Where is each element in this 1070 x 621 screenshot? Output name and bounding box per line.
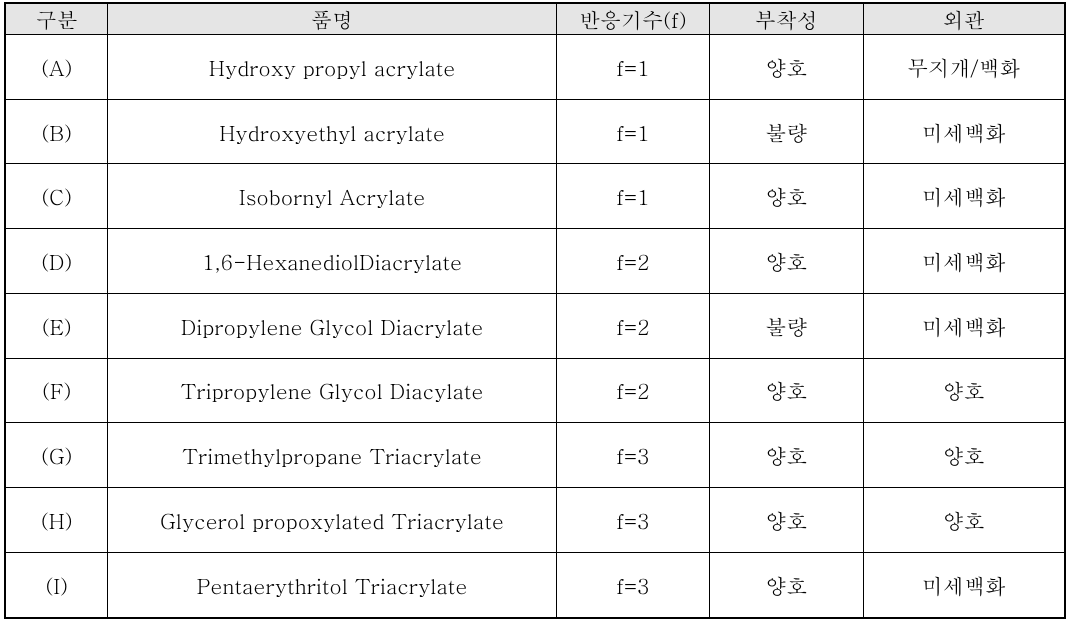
table-row: (B) Hydroxyethyl acrylate f=1 불량 미세백화 [5,99,1065,164]
cell: 불량 [710,99,863,164]
cell: (C) [5,164,108,229]
cell: 미세백화 [863,552,1065,618]
cell: 미세백화 [863,164,1065,229]
cell: 양호 [863,487,1065,552]
cell: 미세백화 [863,229,1065,294]
cell: Dipropylene Glycol Diacrylate [108,293,556,358]
table-row: (C) Isobornyl Acrylate f=1 양호 미세백화 [5,164,1065,229]
cell: 양호 [710,358,863,423]
cell: (D) [5,229,108,294]
cell: 양호 [710,35,863,100]
table-row: (E) Dipropylene Glycol Diacrylate f=2 불량… [5,293,1065,358]
cell: f=2 [556,358,709,423]
cell: (E) [5,293,108,358]
cell: 무지개/백화 [863,35,1065,100]
cell: Hydroxyethyl acrylate [108,99,556,164]
cell: (B) [5,99,108,164]
cell: 불량 [710,293,863,358]
cell: Isobornyl Acrylate [108,164,556,229]
cell: 양호 [710,487,863,552]
cell: 양호 [710,552,863,618]
table-header-row: 구분 품명 반응기수(f) 부착성 외관 [5,3,1065,35]
cell: (H) [5,487,108,552]
cell: Tripropylene Glycol Diacylate [108,358,556,423]
cell: Hydroxy propyl acrylate [108,35,556,100]
cell: 양호 [710,423,863,488]
col-header: 반응기수(f) [556,3,709,35]
cell: 양호 [863,358,1065,423]
cell: Glycerol propoxylated Triacrylate [108,487,556,552]
table-container: 구분 품명 반응기수(f) 부착성 외관 (A) Hydroxy propyl … [0,0,1070,621]
cell: f=1 [556,164,709,229]
cell: Pentaerythritol Triacrylate [108,552,556,618]
table-row: (H) Glycerol propoxylated Triacrylate f=… [5,487,1065,552]
cell: 1,6-HexanediolDiacrylate [108,229,556,294]
col-header: 품명 [108,3,556,35]
cell: (I) [5,552,108,618]
cell: f=1 [556,35,709,100]
table-row: (I) Pentaerythritol Triacrylate f=3 양호 미… [5,552,1065,618]
table-row: (D) 1,6-HexanediolDiacrylate f=2 양호 미세백화 [5,229,1065,294]
data-table: 구분 품명 반응기수(f) 부착성 외관 (A) Hydroxy propyl … [4,2,1066,619]
col-header: 외관 [863,3,1065,35]
cell: (A) [5,35,108,100]
cell: 양호 [863,423,1065,488]
cell: 양호 [710,229,863,294]
cell: 양호 [710,164,863,229]
cell: f=3 [556,552,709,618]
cell: f=2 [556,293,709,358]
table-row: (G) Trimethylpropane Triacrylate f=3 양호 … [5,423,1065,488]
cell: f=2 [556,229,709,294]
cell: f=3 [556,423,709,488]
cell: Trimethylpropane Triacrylate [108,423,556,488]
cell: 미세백화 [863,99,1065,164]
cell: (G) [5,423,108,488]
cell: f=3 [556,487,709,552]
table-row: (A) Hydroxy propyl acrylate f=1 양호 무지개/백… [5,35,1065,100]
cell: (F) [5,358,108,423]
col-header: 구분 [5,3,108,35]
cell: f=1 [556,99,709,164]
cell: 미세백화 [863,293,1065,358]
table-row: (F) Tripropylene Glycol Diacylate f=2 양호… [5,358,1065,423]
col-header: 부착성 [710,3,863,35]
